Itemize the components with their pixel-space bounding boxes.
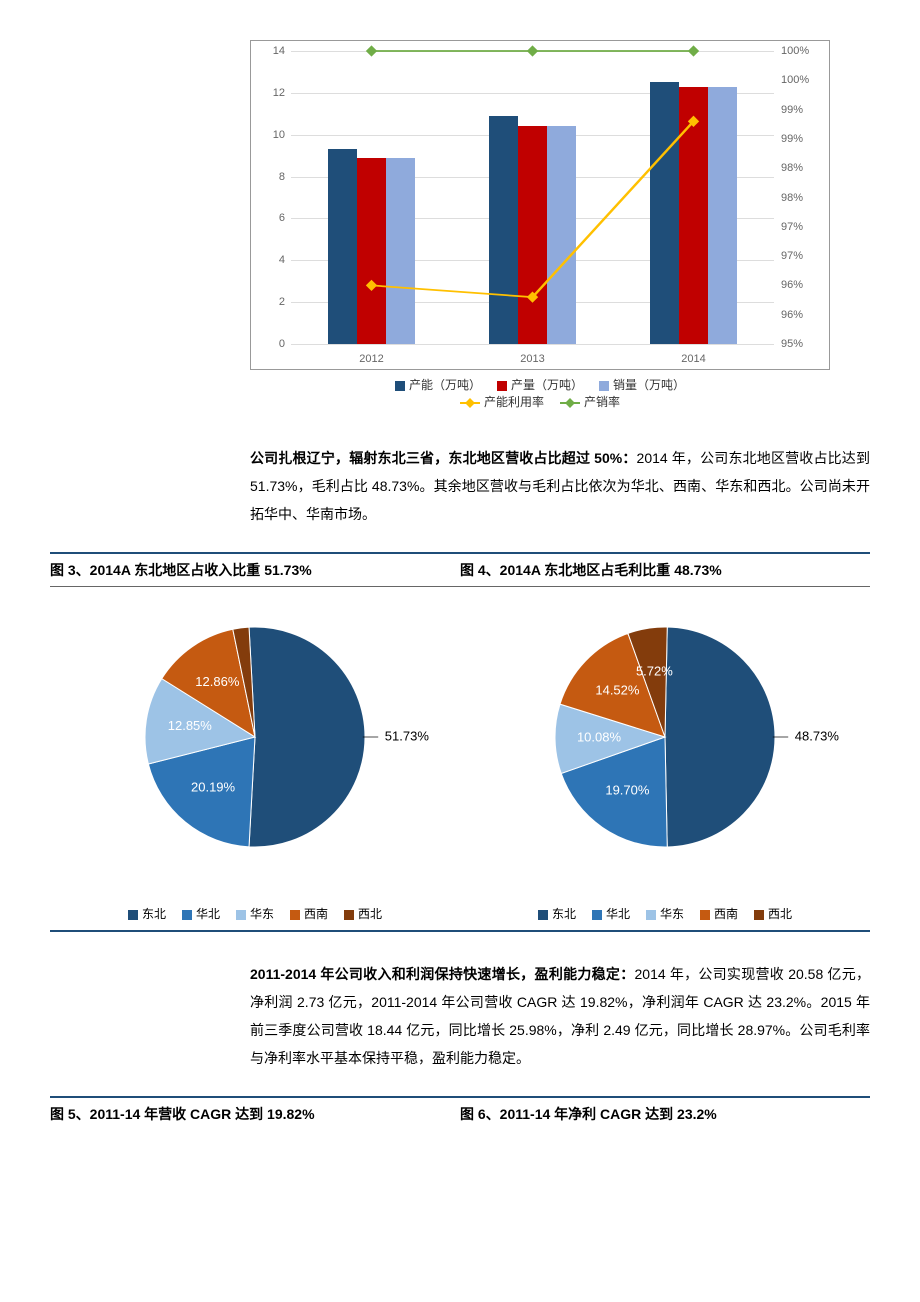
- para1-bold: 公司扎根辽宁，辐射东北三省，东北地区营收占比超过 50%：: [250, 450, 637, 466]
- figure-4-pie: 48.73% 19.70% 10.08% 14.52% 5.72%: [460, 587, 870, 897]
- para2-bold: 2011-2014 年公司收入和利润保持快速增长，盈利能力稳定：: [250, 966, 635, 982]
- figure-4-legend: 东北华北华东西南西北: [460, 897, 870, 932]
- figure-5-title: 图 5、2011-14 年营收 CAGR 达到 19.82%: [50, 1096, 460, 1130]
- svg-text:48.73%: 48.73%: [795, 728, 840, 743]
- svg-text:5.72%: 5.72%: [636, 663, 673, 678]
- svg-text:12.85%: 12.85%: [168, 718, 213, 733]
- svg-text:14.52%: 14.52%: [595, 683, 640, 698]
- figure-3-title: 图 3、2014A 东北地区占收入比重 51.73%: [50, 552, 460, 587]
- svg-text:10.08%: 10.08%: [577, 730, 622, 745]
- figure-4-title: 图 4、2014A 东北地区占毛利比重 48.73%: [460, 552, 870, 587]
- svg-text:51.73%: 51.73%: [385, 728, 430, 743]
- figure-3-legend: 东北华北华东西南西北: [50, 897, 460, 932]
- bar-chart-legend: 产能（万吨）产量（万吨）销量（万吨）产能利用率产销率: [250, 370, 830, 416]
- svg-text:12.86%: 12.86%: [195, 674, 240, 689]
- paragraph-revenue-growth: 2011-2014 年公司收入和利润保持快速增长，盈利能力稳定：2014 年，公…: [250, 960, 870, 1072]
- figure-6-title: 图 6、2011-14 年净利 CAGR 达到 23.2%: [460, 1096, 870, 1130]
- production-bar-chart: 02468101214 95%96%96%97%97%98%98%99%99%1…: [250, 40, 830, 416]
- svg-text:20.19%: 20.19%: [191, 779, 236, 794]
- paragraph-region-revenue: 公司扎根辽宁，辐射东北三省，东北地区营收占比超过 50%：2014 年，公司东北…: [250, 444, 870, 528]
- figure-3-pie: 51.73% 20.19% 12.85% 12.86%: [50, 587, 460, 897]
- svg-text:19.70%: 19.70%: [605, 783, 650, 798]
